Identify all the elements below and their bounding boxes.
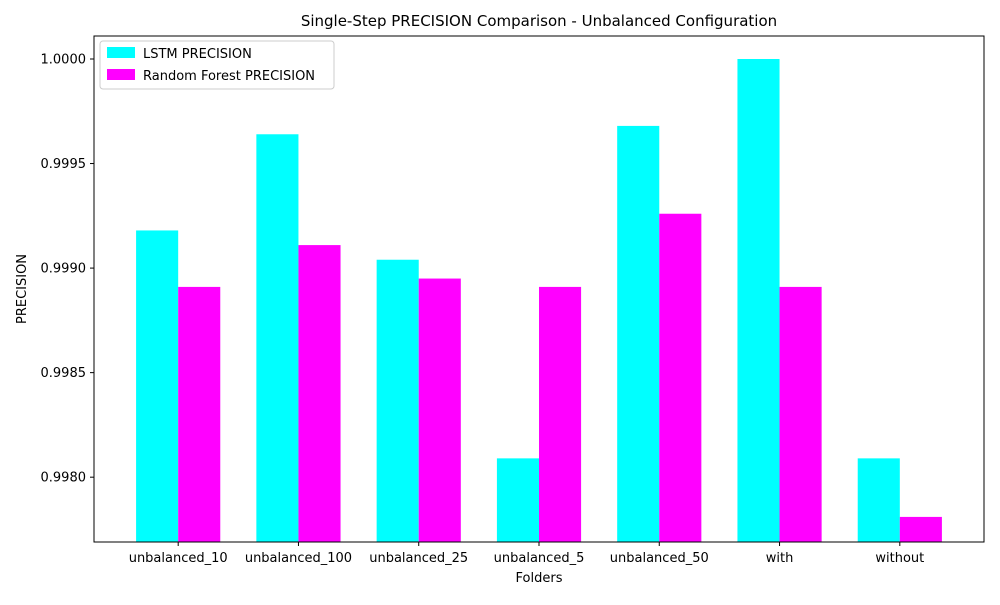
- x-tick-label: unbalanced_10: [129, 551, 228, 566]
- plot-area-frame: [93, 35, 985, 543]
- bar-lstm-unbalanced_100: [256, 134, 299, 542]
- y-tick-label: 0.9995: [41, 157, 87, 172]
- y-tick-label: 0.9990: [41, 262, 87, 277]
- bar-lstm-unbalanced_10: [136, 230, 179, 542]
- legend-swatch-lstm: [107, 47, 135, 58]
- x-axis-label: Folders: [516, 571, 563, 586]
- x-tick-label: unbalanced_100: [245, 551, 352, 566]
- bar-random-forest-with: [779, 286, 822, 542]
- chart-title: Single-Step PRECISION Comparison - Unbal…: [301, 12, 777, 30]
- y-tick-label: 0.9985: [41, 366, 87, 381]
- bar-random-forest-unbalanced_5: [539, 286, 582, 542]
- bar-lstm-with: [737, 59, 780, 542]
- x-axis-ticks: unbalanced_10 unbalanced_100 unbalanced_25…: [129, 542, 924, 566]
- x-tick-label: unbalanced_5: [494, 551, 585, 566]
- legend-swatch-random-forest: [107, 69, 135, 80]
- bars-group: [136, 59, 942, 543]
- x-tick-label: unbalanced_50: [610, 551, 709, 566]
- legend-frame: [99, 40, 335, 90]
- bar-random-forest-unbalanced_50: [659, 213, 702, 543]
- legend-label-lstm: LSTM PRECISION: [143, 47, 252, 62]
- y-tick-label: 0.9980: [41, 471, 87, 486]
- x-tick-label: unbalanced_25: [369, 551, 468, 566]
- bar-random-forest-without: [899, 516, 942, 542]
- x-tick-label: without: [875, 551, 924, 566]
- legend-label-random-forest: Random Forest PRECISION: [143, 69, 315, 84]
- bar-lstm-unbalanced_5: [496, 458, 539, 542]
- y-tick-label: 1.0000: [41, 53, 87, 68]
- legend: LSTM PRECISION Random Forest PRECISION: [99, 40, 335, 90]
- bar-lstm-unbalanced_25: [376, 259, 419, 542]
- x-tick-label: with: [766, 551, 794, 566]
- bar-lstm-without: [857, 458, 900, 542]
- bar-random-forest-unbalanced_25: [418, 278, 461, 542]
- bar-random-forest-unbalanced_100: [298, 245, 341, 542]
- bar-random-forest-unbalanced_10: [178, 286, 221, 542]
- y-axis-label: PRECISION: [15, 254, 30, 324]
- y-axis-ticks: 0.9980 0.9985 0.9990 0.9995 1.0000: [41, 53, 94, 486]
- bar-lstm-unbalanced_50: [617, 125, 660, 542]
